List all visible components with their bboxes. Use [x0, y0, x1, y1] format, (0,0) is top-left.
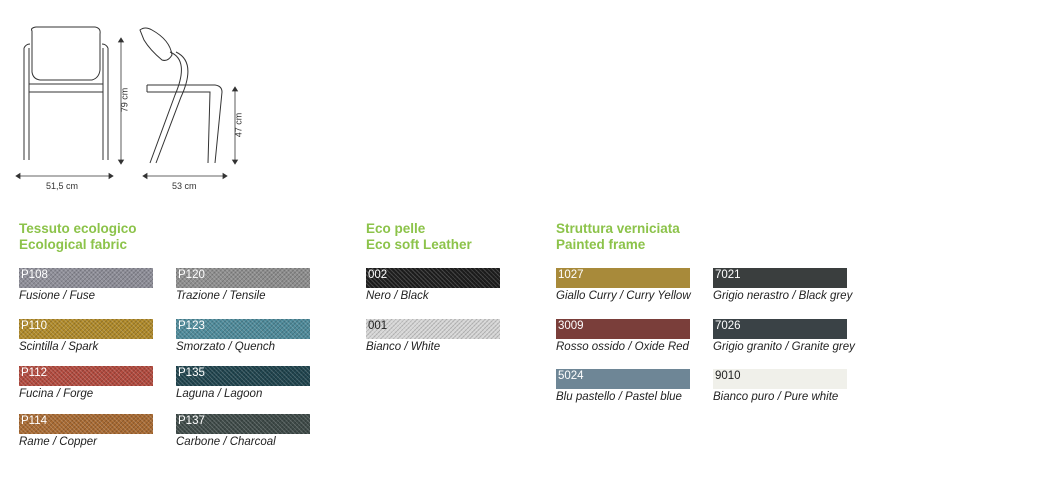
swatch-item[interactable]: 002 Nero / Black	[366, 268, 500, 302]
swatch-color: 002	[366, 268, 500, 288]
swatch-label: Blu pastello / Pastel blue	[556, 391, 682, 403]
chair-side-view	[139, 27, 223, 164]
swatch-item[interactable]: P135 Laguna / Lagoon	[176, 366, 310, 400]
swatch-color: P120	[176, 268, 310, 288]
swatch-code: 001	[368, 320, 388, 332]
swatch-code: P112	[21, 367, 48, 379]
swatch-code: P110	[21, 320, 48, 332]
swatch-color: P114	[19, 414, 153, 434]
swatch-item[interactable]: P137 Carbone / Charcoal	[176, 414, 310, 448]
dimension-lines	[15, 37, 239, 180]
swatch-item[interactable]: 001 Bianco / White	[366, 319, 500, 353]
swatch-label: Trazione / Tensile	[176, 290, 266, 302]
swatch-label: Fucina / Forge	[19, 388, 94, 400]
swatch-color: P137	[176, 414, 310, 434]
swatch-label: Nero / Black	[366, 290, 429, 302]
swatch-item[interactable]: 9010 Bianco puro / Pure white	[713, 369, 847, 403]
swatch-label: Fusione / Fuse	[19, 290, 96, 302]
dim-width: 51,5 cm	[46, 181, 79, 191]
swatch-item[interactable]: 3009 Rosso ossido / Oxide Red	[556, 319, 690, 353]
swatch-item[interactable]: P108 Fusione / Fuse	[19, 268, 153, 302]
swatch-code: 002	[368, 269, 388, 281]
swatch-color: P135	[176, 366, 310, 386]
dim-seat-height: 47 cm	[233, 112, 244, 138]
swatch-item[interactable]: P114 Rame / Copper	[19, 414, 153, 448]
swatch-item[interactable]: 7026 Grigio granito / Granite grey	[713, 319, 855, 353]
fabric-title-it: Tessuto ecologico	[19, 221, 137, 236]
leather-heading: Eco pelle Eco soft Leather	[366, 221, 472, 253]
swatch-item[interactable]: P123 Smorzato / Quench	[176, 319, 310, 353]
swatch-item[interactable]: 5024 Blu pastello / Pastel blue	[556, 369, 690, 403]
swatch-color: P108	[19, 268, 153, 288]
swatch-color: 7021	[713, 268, 847, 288]
swatch-code: P108	[21, 269, 48, 281]
swatch-code: 3009	[558, 320, 584, 332]
swatch-item[interactable]: P120 Trazione / Tensile	[176, 268, 310, 302]
swatch-color: 001	[366, 319, 500, 339]
fabric-title-en: Ecological fabric	[19, 237, 128, 252]
swatch-label: Carbone / Charcoal	[176, 436, 276, 448]
swatch-code: 7026	[715, 320, 741, 332]
swatch-color: P123	[176, 319, 310, 339]
swatch-color: 5024	[556, 369, 690, 389]
chair-front-view	[23, 26, 109, 160]
swatch-item[interactable]: P110 Scintilla / Spark	[19, 319, 153, 353]
swatch-color: 3009	[556, 319, 690, 339]
dim-height-total: 79 cm	[119, 87, 130, 113]
swatch-label: Smorzato / Quench	[176, 341, 276, 353]
swatch-label: Giallo Curry / Curry Yellow	[556, 290, 691, 302]
swatch-color: P112	[19, 366, 153, 386]
swatch-code: P123	[178, 320, 205, 332]
swatch-item[interactable]: 7021 Grigio nerastro / Black grey	[713, 268, 853, 302]
swatch-color: 9010	[713, 369, 847, 389]
swatch-label: Grigio granito / Granite grey	[713, 341, 855, 353]
chair-drawings	[15, 26, 239, 180]
leather-title-it: Eco pelle	[366, 221, 426, 236]
swatch-code: 5024	[558, 370, 584, 382]
swatch-code: 9010	[715, 370, 741, 382]
swatch-code: 7021	[715, 269, 741, 281]
swatch-code: P120	[178, 269, 205, 281]
swatch-color: P110	[19, 319, 153, 339]
dim-depth: 53 cm	[172, 181, 197, 191]
swatch-color: 7026	[713, 319, 847, 339]
fabric-heading: Tessuto ecologico Ecological fabric	[19, 221, 137, 253]
frame-heading: Struttura verniciata Painted frame	[556, 221, 680, 253]
swatch-label: Bianco puro / Pure white	[713, 391, 839, 403]
swatch-code: P135	[178, 367, 205, 379]
swatch-label: Bianco / White	[366, 341, 441, 353]
swatch-code: P137	[178, 415, 205, 427]
swatch-code: P114	[21, 415, 48, 427]
swatch-item[interactable]: P112 Fucina / Forge	[19, 366, 153, 400]
swatch-label: Rosso ossido / Oxide Red	[556, 341, 689, 353]
swatch-item[interactable]: 1027 Giallo Curry / Curry Yellow	[556, 268, 691, 302]
frame-title-en: Painted frame	[556, 237, 646, 252]
swatch-label: Laguna / Lagoon	[176, 388, 263, 400]
swatch-label: Rame / Copper	[19, 436, 97, 448]
swatch-code: 1027	[558, 269, 584, 281]
swatch-color: 1027	[556, 268, 690, 288]
frame-title-it: Struttura verniciata	[556, 221, 680, 236]
swatch-label: Grigio nerastro / Black grey	[713, 290, 853, 302]
leather-title-en: Eco soft Leather	[366, 237, 472, 252]
swatch-label: Scintilla / Spark	[19, 341, 99, 353]
